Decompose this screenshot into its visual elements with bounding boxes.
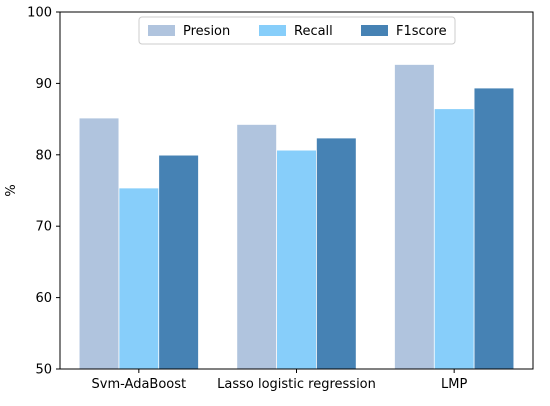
bar-f1score-0 bbox=[159, 155, 199, 369]
bar-presion-1 bbox=[237, 124, 277, 369]
bar-recall-0 bbox=[119, 188, 159, 369]
y-axis-label: % bbox=[4, 184, 19, 196]
legend-label-f1score: F1score bbox=[396, 24, 447, 39]
x-tick-label: Svm-AdaBoost bbox=[92, 377, 187, 392]
x-axis: Svm-AdaBoost Lasso logistic regression LMP bbox=[92, 369, 467, 392]
bar-recall-1 bbox=[277, 150, 316, 369]
y-tick-label: 80 bbox=[35, 148, 52, 163]
legend-swatch-f1score bbox=[361, 25, 388, 36]
y-tick-label: 90 bbox=[35, 77, 52, 92]
bar-f1score-2 bbox=[474, 88, 514, 369]
bar-presion-2 bbox=[394, 64, 434, 369]
legend-box bbox=[138, 16, 456, 45]
legend-swatch-recall bbox=[259, 25, 286, 36]
y-axis: 50 60 70 80 90 100 bbox=[27, 6, 60, 378]
legend-label-presion: Presion bbox=[183, 24, 230, 39]
x-tick-label: LMP bbox=[441, 377, 467, 392]
bar-f1score-1 bbox=[316, 138, 356, 369]
legend-swatch-presion bbox=[148, 25, 175, 36]
y-tick-label: 70 bbox=[35, 220, 52, 235]
bars-layer bbox=[79, 64, 514, 369]
bar-recall-2 bbox=[434, 109, 474, 369]
y-tick-label: 50 bbox=[35, 363, 52, 378]
legend: Presion Recall F1score bbox=[138, 16, 456, 45]
y-tick-label: 100 bbox=[27, 6, 52, 21]
y-tick-label: 60 bbox=[35, 291, 52, 306]
legend-label-recall: Recall bbox=[294, 24, 333, 39]
x-tick-label: Lasso logistic regression bbox=[217, 377, 376, 392]
bar-presion-0 bbox=[79, 118, 119, 369]
